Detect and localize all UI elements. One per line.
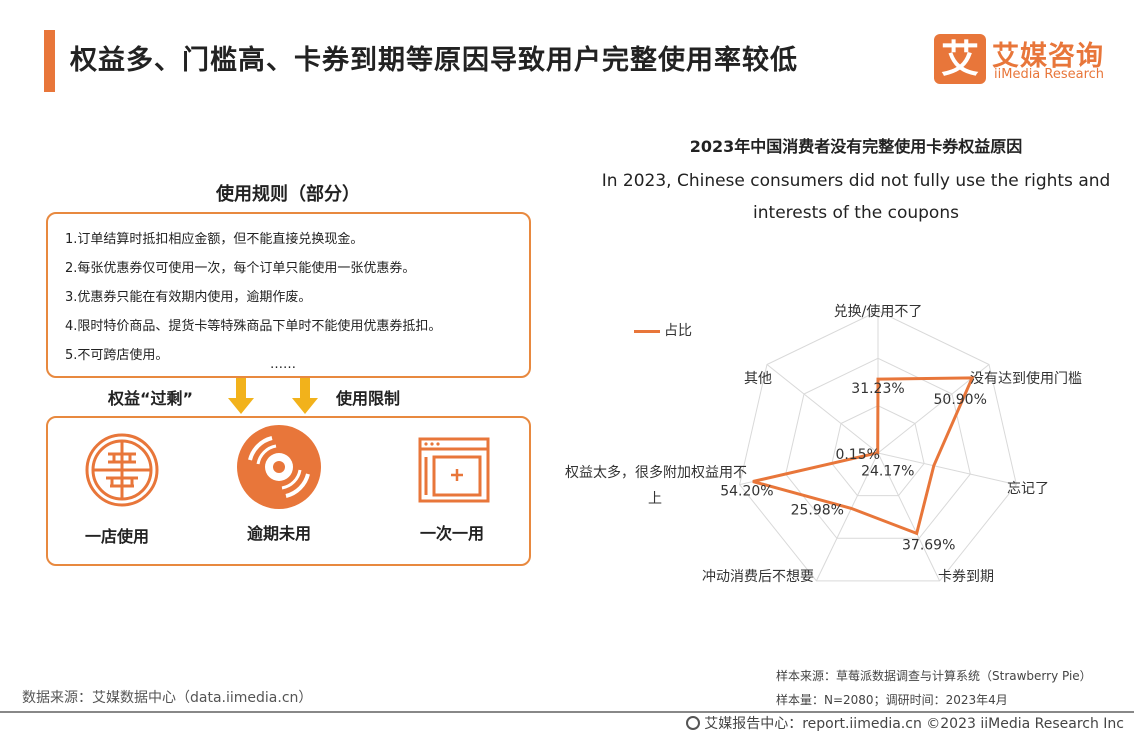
- radar-category-label: 其他: [744, 371, 772, 387]
- radar-series-line: [752, 376, 975, 536]
- radar-category-label: 忘记了: [1007, 481, 1049, 497]
- data-source: 数据来源：艾媒数据中心（data.iimedia.cn）: [22, 690, 313, 706]
- page-title: 权益多、门槛高、卡券到期等原因导致用户完整使用率较低: [70, 45, 798, 76]
- rules-ellipsis: ……: [270, 357, 296, 372]
- logo-cn-text: 艾媒咨询: [992, 41, 1104, 72]
- arrow-label-right: 使用限制: [336, 389, 401, 408]
- radar-category-label: 权益太多，很多附加权益用不: [565, 464, 747, 481]
- icon-label: 逾期未用: [246, 524, 311, 543]
- radar-spoke: [815, 452, 879, 582]
- radar-grid-ring: [831, 405, 925, 497]
- sample-size: 样本量：N=2080；调研时间：2023年4月: [776, 693, 1008, 707]
- logo-mark-icon: 艾: [934, 34, 986, 84]
- expired-disc-icon: [237, 425, 321, 509]
- single-use-window-icon: [418, 437, 490, 503]
- radar-data-label: 0.15%: [835, 447, 879, 463]
- icon-label: 一次一用: [419, 524, 484, 543]
- rule-item: 3.优惠券只能在有效期内使用，逾期作废。: [65, 290, 312, 305]
- restriction-icons-box: [46, 416, 531, 566]
- radar-spoke: [877, 452, 941, 582]
- radar-category-label: 兑换/使用不了: [834, 303, 923, 320]
- legend-swatch: [634, 329, 660, 333]
- sample-source: 样本来源：草莓派数据调查与计算系统（Strawberry Pie）: [776, 669, 1092, 683]
- globe-icon: [686, 716, 701, 730]
- chart-legend: 占比: [634, 320, 692, 340]
- rule-item: 4.限时特价商品、提货卡等特殊商品下单时不能使用优惠券抵扣。: [65, 319, 442, 334]
- radar-grid-ring: [785, 357, 971, 539]
- logo-en-text: iiMedia Research: [994, 67, 1105, 82]
- rule-item: 2.每张优惠券仅可使用一次，每个订单只能使用一张优惠券。: [65, 261, 416, 276]
- radar-chart: 31.23% 50.90% 24.17% 37.69% 25.98% 54.20% 0.15…: [565, 303, 1082, 585]
- title-accent-bar: [44, 30, 55, 92]
- radar-data-label: 25.98%: [791, 502, 844, 518]
- down-arrow-icon: [228, 378, 254, 414]
- radar-data-label: 24.17%: [861, 464, 914, 480]
- footer-divider: [0, 711, 1134, 713]
- radar-spoke: [766, 364, 879, 454]
- rules-box: 1.订单结算时抵扣相应金额，但不能直接兑换现金。 2.每张优惠券仅可使用一次，每…: [46, 212, 531, 378]
- brand-logo: 艾 艾媒咨询 iiMedia Research: [934, 34, 1124, 86]
- radar-category-label: 没有达到使用门槛: [970, 370, 1082, 387]
- arrow-label-left: 权益“过剩”: [108, 389, 194, 408]
- radar-spoke: [877, 452, 1017, 486]
- radar-category-label: 上: [648, 491, 662, 507]
- rule-item: 5.不可跨店使用。: [65, 348, 169, 363]
- chart-title: 2023年中国消费者没有完整使用卡券权益原因: [689, 137, 1023, 156]
- radar-data-label: 31.23%: [851, 381, 904, 397]
- footer-text: 艾媒报告中心：report.iimedia.cn ©2023 iiMedia R…: [704, 716, 1124, 732]
- radar-data-label: 50.90%: [934, 392, 987, 408]
- radar-data-label: 37.69%: [902, 537, 955, 553]
- store-stamp-icon: [85, 433, 159, 507]
- radar-category-label: 冲动消费后不想要: [702, 569, 814, 585]
- rules-title: 使用规则（部分）: [216, 184, 360, 205]
- footer-copyright: 艾媒报告中心：report.iimedia.cn ©2023 iiMedia R…: [686, 713, 1124, 733]
- down-arrow-icon: [292, 378, 318, 414]
- radar-data-label: 54.20%: [720, 484, 773, 500]
- radar-category-label: 卡券到期: [938, 569, 994, 585]
- legend-label: 占比: [664, 323, 692, 339]
- radar-grid-ring: [739, 310, 1017, 582]
- rule-item: 1.订单结算时抵扣相应金额，但不能直接兑换现金。: [65, 232, 364, 247]
- chart-subtitle: In 2023, Chinese consumers did not fully…: [601, 171, 1111, 223]
- icon-label: 一店使用: [84, 527, 149, 546]
